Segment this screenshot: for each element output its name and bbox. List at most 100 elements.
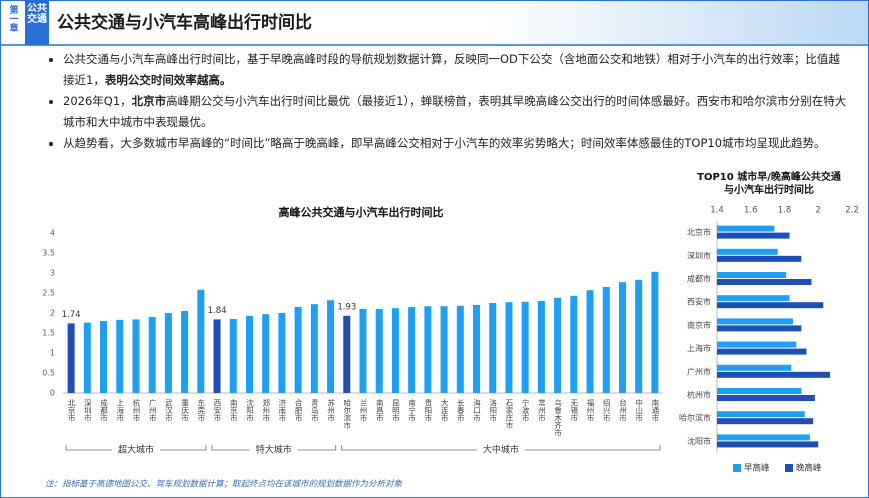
bar (294, 307, 302, 393)
bar (717, 279, 812, 285)
bar (148, 317, 156, 393)
bar (116, 319, 124, 393)
y-tick-label: 哈尔滨市 (679, 413, 711, 423)
bullet: 2026年Q1，北京市高峰期公交与小汽车出行时间比最优（最接近1），蝉联榜首，表… (47, 91, 847, 133)
y-tick-label: 深圳市 (687, 250, 711, 260)
legend-swatch (733, 464, 741, 472)
bar (375, 309, 383, 393)
x-tick-label: 1.4 (710, 206, 724, 216)
bar (635, 279, 643, 393)
bar (424, 306, 432, 393)
x-tick-label: 南宁市 (407, 398, 416, 423)
bar (717, 248, 778, 255)
x-tick-label: 广州市 (148, 398, 157, 423)
bar (570, 295, 578, 393)
bar (717, 255, 802, 262)
x-tick-label: 深圳市 (83, 399, 92, 423)
x-tick-label: 南通市 (651, 398, 660, 423)
bar (717, 434, 810, 441)
x-tick-label: 长春市 (456, 398, 465, 423)
bar (717, 232, 790, 239)
bar (67, 323, 75, 393)
section: 公共交通 (27, 3, 47, 25)
bar (164, 313, 172, 393)
y-tick-label: 0 (50, 389, 55, 398)
bar (717, 325, 802, 332)
y-tick-label: 西安市 (687, 297, 711, 307)
bar (456, 305, 464, 393)
x-tick-label: 福州市 (586, 399, 595, 423)
bar (537, 301, 545, 393)
x-tick-label: 1.6 (744, 206, 758, 216)
bar (717, 318, 793, 325)
group-bracket (341, 445, 661, 451)
bar (651, 271, 659, 393)
bar (717, 348, 807, 355)
bar (262, 314, 270, 393)
bar (489, 303, 497, 393)
section-badge (25, 1, 49, 45)
x-tick-label: 昆明市 (391, 399, 400, 423)
bar (717, 418, 814, 425)
note: 注：指标基于高德地图公交、驾车规划数据计算；取起终点均在该城市的规划数据作为分析… (45, 479, 403, 490)
x-tick-label: 哈尔滨市 (343, 398, 352, 431)
bar (505, 302, 513, 393)
bar (181, 311, 189, 393)
x-tick-label: 武汉市 (164, 398, 173, 423)
bar (213, 319, 221, 393)
bar (717, 225, 775, 232)
x-tick-label: 西安市 (213, 399, 222, 423)
bar (408, 307, 416, 393)
bullet-text: 从趋势看，大多数城市早高峰的“时间比”略高于晚高峰，即早高峰公交相对于小汽车的效… (63, 136, 826, 150)
x-tick-label: 重庆市 (180, 399, 189, 423)
x-tick-label: 海口市 (472, 398, 481, 423)
bar (717, 441, 819, 448)
y-tick-label: 北京市 (687, 227, 711, 237)
x-tick-label: 乌鲁木齐市 (553, 398, 562, 438)
x-tick-label: 济南市 (278, 398, 287, 423)
x-tick-label: 上海市 (116, 399, 125, 423)
bar (327, 300, 335, 393)
bullet-text: 2026年Q1， (63, 94, 132, 108)
group-label: 大中城市 (483, 444, 519, 456)
value-label: 1.93 (337, 302, 356, 312)
banner (481, 1, 868, 44)
bar (717, 272, 787, 278)
bullet: 公共交通与小汽车高峰出行时间比，基于早晚高峰时段的导航规划数据计算，反映同一OD… (47, 49, 847, 91)
x-tick-label: 无锡市 (570, 399, 579, 423)
bar (717, 364, 792, 371)
x-tick-label: 洛阳市 (488, 398, 497, 423)
bullet: 从趋势看，大多数城市早高峰的“时间比”略高于晚高峰，即早高峰公交相对于小汽车的效… (47, 133, 847, 154)
x-tick-label: 合肥市 (294, 398, 303, 423)
bar (602, 287, 610, 393)
bar (618, 282, 626, 393)
bar (717, 388, 802, 394)
chapter: 第一章 (8, 4, 19, 33)
x-tick-label: 北京市 (67, 399, 76, 423)
x-tick-label: 郑州市 (261, 398, 270, 423)
bar (717, 411, 805, 418)
bar (83, 322, 91, 393)
y-tick-label: 2 (50, 309, 55, 318)
x-tick-label: 东莞市 (197, 398, 206, 423)
bullet-text: 公共交通与小汽车高峰出行时间比，基于早晚高峰时段的导航规划数据计算，反映同一OD… (63, 52, 840, 87)
bar (717, 395, 815, 401)
x-tick-label: 2 (816, 206, 821, 216)
bullet-text: 北京市 (131, 94, 167, 108)
x-tick-label: 青岛市 (310, 398, 319, 423)
bar (473, 305, 481, 393)
x-tick-label: 常州市 (537, 399, 546, 423)
bar (717, 302, 824, 309)
legend-label: 晚高峰 (796, 463, 822, 474)
x-tick-label: 苏州市 (326, 398, 335, 423)
x-tick-label: 2.2 (845, 206, 859, 216)
legend-swatch (785, 464, 793, 472)
bar (717, 341, 797, 348)
x-tick-label: 中山市 (634, 398, 643, 423)
bar (359, 309, 367, 393)
group-bracket (211, 445, 337, 451)
bar (132, 319, 140, 393)
x-tick-label: 1.8 (778, 206, 792, 216)
x-tick-label: 绍兴市 (602, 398, 611, 423)
